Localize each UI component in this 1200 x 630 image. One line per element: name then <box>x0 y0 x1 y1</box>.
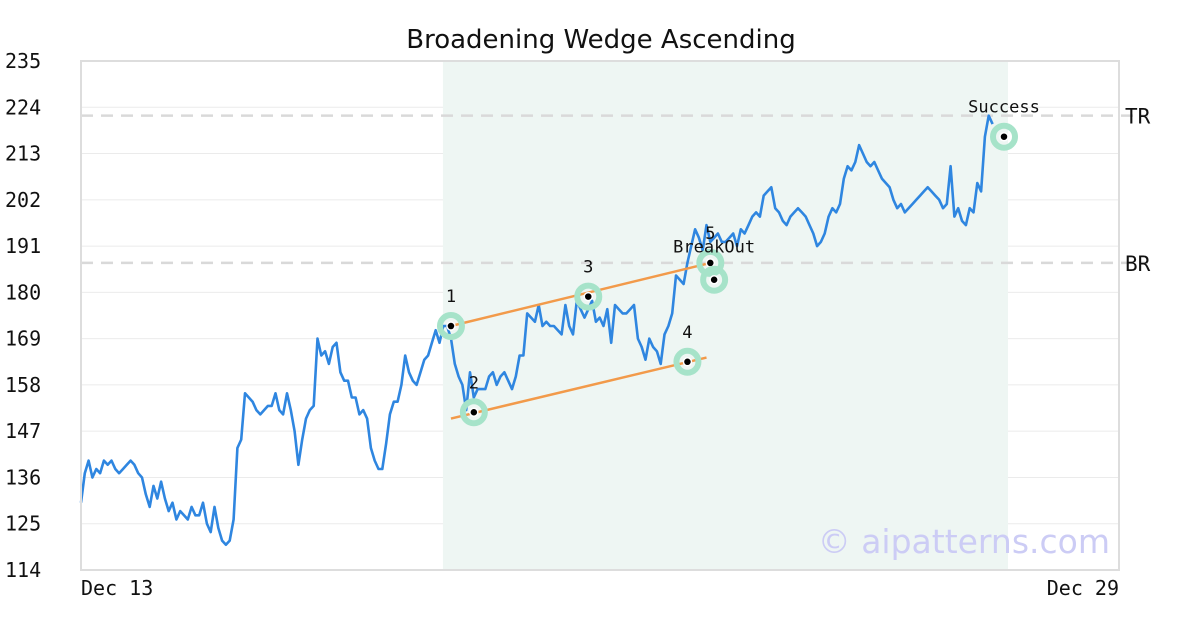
success-marker-ring <box>990 122 1018 151</box>
success-label: Success <box>968 98 1040 118</box>
pattern-point-4-dot <box>682 357 693 367</box>
breakout-marker-ring <box>700 265 729 294</box>
pattern-point-3-ring <box>574 282 603 311</box>
price-line <box>79 114 994 547</box>
pattern-point-label-1: 1 <box>446 287 456 307</box>
plot-frame <box>80 60 1120 571</box>
success-marker-dot <box>999 131 1009 142</box>
pattern-point-label-2: 2 <box>469 373 479 393</box>
y-tick-label: 191 <box>5 234 41 258</box>
y-axis-ticks: 114 125 136 147 158 169 180 191 202 213 224 235 <box>5 49 41 582</box>
pattern-point-5-ring <box>696 248 725 277</box>
breakout-marker-dot <box>709 274 719 285</box>
y-tick-label: 169 <box>5 327 41 351</box>
pattern-point-label-4: 4 <box>682 323 692 343</box>
level-label-tr: TR <box>1125 105 1151 129</box>
level-label-br: BR <box>1125 252 1151 276</box>
pattern-point-3-dot <box>583 291 594 302</box>
level-lines: TR BR <box>81 105 1151 276</box>
chart-title: Broadening Wedge Ascending <box>406 25 796 55</box>
x-axis-ticks: Dec 13 Dec 29 <box>81 576 1119 600</box>
pattern-point-2-ring <box>459 398 488 427</box>
breakout-label: BreakOut <box>673 238 755 258</box>
x-tick-label: Dec 29 <box>1047 576 1119 600</box>
watermark: © aipatterns.com <box>818 522 1110 561</box>
pattern-point-label-3: 3 <box>583 258 593 278</box>
x-tick-label: Dec 13 <box>81 576 153 600</box>
pattern-point-1-ring <box>436 312 465 341</box>
y-tick-label: 147 <box>5 419 41 443</box>
y-tick-label: 180 <box>5 280 41 304</box>
pattern-point-label-5: 5 <box>705 224 715 244</box>
y-tick-label: 202 <box>5 188 41 212</box>
y-tick-label: 136 <box>5 465 41 489</box>
y-tick-label: 114 <box>5 558 41 582</box>
pattern-point-2-dot <box>469 407 479 418</box>
y-tick-label: 235 <box>5 49 41 73</box>
pattern-point-4-ring <box>673 347 702 376</box>
y-tick-label: 125 <box>5 512 41 536</box>
lower-trendline <box>450 356 707 420</box>
y-tick-label: 213 <box>5 142 41 166</box>
pattern-point-1-dot <box>446 321 456 331</box>
pattern-point-5-dot <box>705 258 716 268</box>
y-tick-label: 158 <box>5 373 41 397</box>
y-tick-label: 224 <box>5 95 41 119</box>
upper-trendline <box>450 261 711 328</box>
trendlines <box>450 261 711 420</box>
